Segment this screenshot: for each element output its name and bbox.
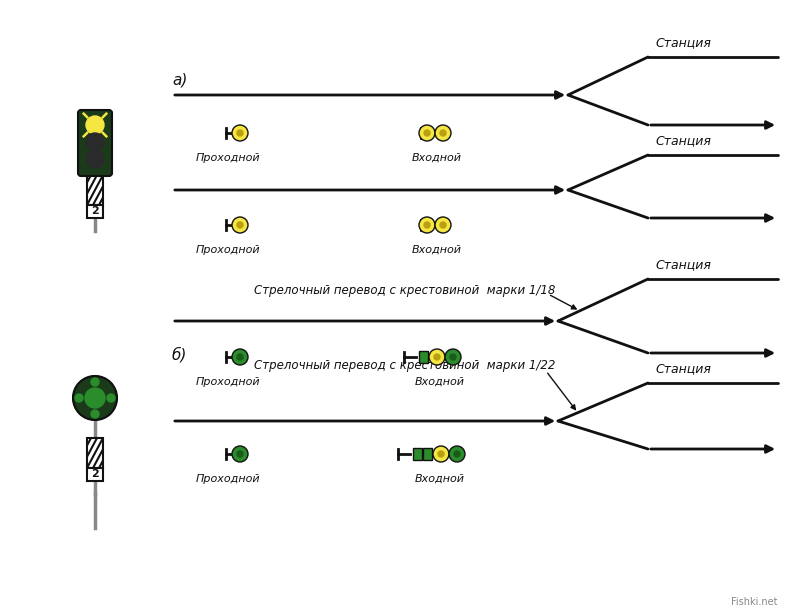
Bar	[87, 468, 103, 481]
Circle shape	[440, 222, 446, 228]
Circle shape	[433, 446, 449, 462]
Text: Проходной: Проходной	[196, 377, 261, 387]
Text: Станция: Станция	[655, 362, 711, 375]
Text: 2: 2	[91, 469, 99, 479]
Circle shape	[86, 116, 104, 134]
Circle shape	[419, 217, 435, 233]
Circle shape	[435, 217, 451, 233]
Text: Станция: Станция	[655, 258, 711, 271]
FancyBboxPatch shape	[78, 110, 112, 176]
Circle shape	[429, 349, 445, 365]
Circle shape	[232, 125, 248, 141]
Circle shape	[424, 222, 430, 228]
Bar	[87, 205, 103, 218]
Text: Станция: Станция	[655, 36, 711, 49]
Circle shape	[86, 133, 104, 151]
Text: Проходной: Проходной	[196, 153, 261, 163]
Circle shape	[85, 388, 105, 408]
Bar	[413, 448, 422, 460]
Text: 2: 2	[91, 206, 99, 216]
Circle shape	[232, 446, 248, 462]
Circle shape	[424, 130, 430, 136]
Circle shape	[438, 451, 444, 457]
Circle shape	[445, 349, 461, 365]
Circle shape	[73, 376, 117, 420]
Text: Входной: Входной	[415, 474, 465, 484]
Circle shape	[91, 410, 99, 418]
Circle shape	[86, 150, 104, 168]
Circle shape	[454, 451, 460, 457]
Text: Входной: Входной	[412, 245, 462, 255]
Circle shape	[237, 451, 243, 457]
Text: Стрелочный перевод с крестовиной  марки 1/18: Стрелочный перевод с крестовиной марки 1…	[254, 283, 556, 297]
Text: Fishki.net: Fishki.net	[732, 597, 778, 607]
Circle shape	[237, 222, 243, 228]
Text: а): а)	[172, 72, 188, 88]
Circle shape	[435, 125, 451, 141]
Circle shape	[75, 394, 83, 402]
Circle shape	[237, 130, 243, 136]
Text: Входной: Входной	[415, 377, 465, 387]
Circle shape	[237, 354, 243, 360]
Bar	[419, 351, 428, 363]
Bar	[87, 175, 103, 205]
Bar	[423, 448, 432, 460]
Text: б): б)	[172, 347, 188, 363]
Circle shape	[440, 130, 446, 136]
Circle shape	[232, 349, 248, 365]
Text: Стрелочный перевод с крестовиной  марки 1/22: Стрелочный перевод с крестовиной марки 1…	[254, 359, 556, 371]
Circle shape	[450, 354, 456, 360]
Text: Входной: Входной	[412, 153, 462, 163]
Circle shape	[232, 217, 248, 233]
Bar	[87, 438, 103, 468]
Text: Проходной: Проходной	[196, 245, 261, 255]
Circle shape	[434, 354, 440, 360]
Circle shape	[449, 446, 465, 462]
Text: Проходной: Проходной	[196, 474, 261, 484]
Circle shape	[107, 394, 115, 402]
Text: Станция: Станция	[655, 134, 711, 147]
Circle shape	[419, 125, 435, 141]
Circle shape	[91, 378, 99, 386]
